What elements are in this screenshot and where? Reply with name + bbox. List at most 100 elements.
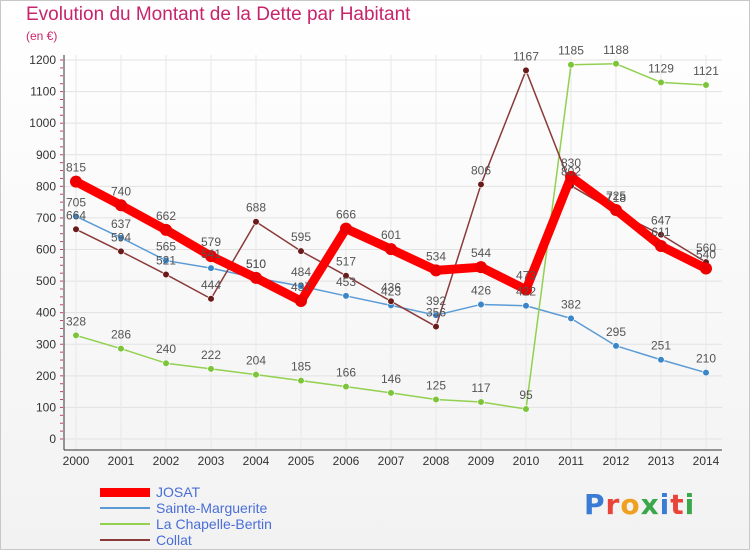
data-label-collat: 806 bbox=[471, 163, 491, 177]
data-point-la-chapelle-bertin bbox=[72, 331, 80, 340]
data-label-collat: 1167 bbox=[513, 49, 539, 63]
data-label-collat: 718 bbox=[606, 191, 626, 205]
data-point-sainte-marguerite bbox=[522, 302, 530, 310]
x-tick-label: 2009 bbox=[468, 454, 495, 468]
data-point-josat bbox=[70, 175, 82, 188]
data-label-sainte-marguerite: 422 bbox=[516, 285, 536, 299]
y-tick-label: 100 bbox=[36, 400, 56, 414]
data-label-sainte-marguerite: 453 bbox=[336, 275, 356, 289]
series-lines bbox=[70, 60, 712, 413]
data-label-la-chapelle-bertin: 125 bbox=[426, 379, 446, 393]
data-label-josat: 544 bbox=[471, 246, 491, 260]
data-label-la-chapelle-bertin: 1129 bbox=[648, 61, 674, 75]
y-tick-label: 300 bbox=[36, 337, 56, 351]
data-label-sainte-marguerite: 637 bbox=[111, 217, 131, 231]
data-point-la-chapelle-bertin bbox=[342, 382, 350, 391]
data-label-la-chapelle-bertin: 1121 bbox=[693, 64, 719, 78]
data-point-josat bbox=[700, 262, 712, 275]
data-label-collat: 517 bbox=[336, 255, 356, 269]
data-point-collat bbox=[657, 231, 665, 239]
data-point-la-chapelle-bertin bbox=[297, 376, 305, 385]
data-point-la-chapelle-bertin bbox=[522, 405, 530, 413]
data-label-la-chapelle-bertin: 286 bbox=[111, 328, 131, 342]
data-point-josat bbox=[115, 199, 127, 212]
chart-title: Evolution du Montant de la Dette par Hab… bbox=[26, 4, 411, 25]
x-tick-label: 2003 bbox=[198, 454, 225, 468]
y-tick-label: 1100 bbox=[30, 85, 56, 99]
data-label-josat: 579 bbox=[201, 235, 221, 249]
x-tick-label: 2002 bbox=[153, 454, 180, 468]
data-label-la-chapelle-bertin: 146 bbox=[381, 372, 401, 386]
data-point-josat bbox=[250, 271, 262, 284]
data-label-collat: 595 bbox=[291, 230, 311, 244]
data-label-sainte-marguerite: 382 bbox=[561, 297, 581, 311]
data-point-josat bbox=[610, 204, 622, 217]
data-point-sainte-marguerite bbox=[117, 234, 125, 242]
data-label-collat: 664 bbox=[66, 208, 86, 222]
data-label-josat: 830 bbox=[561, 156, 581, 170]
data-label-la-chapelle-bertin: 1188 bbox=[603, 43, 629, 57]
legend-label-collat: Collat bbox=[156, 532, 192, 548]
data-label-la-chapelle-bertin: 166 bbox=[336, 366, 356, 380]
data-label-sainte-marguerite: 392 bbox=[426, 294, 446, 308]
logo-letter: o bbox=[620, 488, 641, 521]
data-label-sainte-marguerite: 426 bbox=[471, 283, 491, 297]
data-point-collat bbox=[207, 295, 215, 303]
data-label-sainte-marguerite: 565 bbox=[156, 240, 176, 254]
data-point-sainte-marguerite bbox=[612, 342, 620, 350]
x-tick-label: 2013 bbox=[648, 454, 675, 468]
logo-letter: i bbox=[659, 488, 671, 521]
legend-label-la-chapelle-bertin: La Chapelle-Bertin bbox=[156, 516, 272, 532]
data-point-la-chapelle-bertin bbox=[612, 60, 620, 68]
data-label-la-chapelle-bertin: 204 bbox=[246, 354, 266, 368]
logo-letter: x bbox=[640, 488, 660, 521]
data-label-la-chapelle-bertin: 328 bbox=[66, 314, 86, 328]
data-point-sainte-marguerite bbox=[567, 314, 575, 322]
data-label-josat: 611 bbox=[651, 225, 670, 239]
data-point-josat bbox=[430, 264, 442, 277]
data-point-sainte-marguerite bbox=[207, 264, 215, 272]
y-tick-label: 600 bbox=[36, 243, 56, 257]
data-label-josat: 601 bbox=[381, 228, 401, 242]
y-tick-label: 200 bbox=[36, 369, 56, 383]
legend-swatch-josat bbox=[100, 488, 150, 497]
data-label-collat: 444 bbox=[201, 278, 221, 292]
logo-letter: r bbox=[605, 488, 621, 521]
data-point-la-chapelle-bertin bbox=[207, 365, 215, 373]
data-label-collat: 688 bbox=[246, 201, 266, 215]
data-label-la-chapelle-bertin: 222 bbox=[201, 348, 221, 362]
data-point-sainte-marguerite bbox=[342, 292, 350, 300]
data-point-collat bbox=[522, 66, 530, 75]
logo-letter: t bbox=[670, 488, 685, 521]
data-label-collat: 521 bbox=[156, 253, 176, 267]
data-point-la-chapelle-bertin bbox=[657, 78, 665, 87]
data-label-la-chapelle-bertin: 117 bbox=[471, 381, 490, 395]
data-label-josat: 666 bbox=[336, 208, 356, 222]
legend-swatch-la-chapelle-bertin bbox=[100, 523, 150, 525]
x-tick-label: 2012 bbox=[603, 454, 630, 468]
data-point-la-chapelle-bertin bbox=[387, 389, 395, 397]
y-tick-label: 900 bbox=[36, 148, 56, 162]
data-label-sainte-marguerite: 423 bbox=[381, 284, 401, 298]
data-point-sainte-marguerite bbox=[72, 212, 80, 220]
data-label-sainte-marguerite: 251 bbox=[651, 339, 671, 353]
y-tick-label: 700 bbox=[36, 211, 56, 225]
data-point-la-chapelle-bertin bbox=[702, 81, 710, 89]
x-tick-label: 2006 bbox=[333, 454, 360, 468]
data-label-la-chapelle-bertin: 240 bbox=[156, 342, 176, 356]
data-label-josat: 815 bbox=[66, 161, 86, 175]
data-point-la-chapelle-bertin bbox=[117, 345, 125, 353]
grid bbox=[64, 55, 722, 450]
x-tick-label: 2004 bbox=[243, 454, 270, 468]
data-label-josat: 510 bbox=[246, 257, 266, 271]
x-tick-label: 2000 bbox=[63, 454, 90, 468]
data-label-sainte-marguerite: 210 bbox=[696, 352, 716, 366]
data-label-la-chapelle-bertin: 95 bbox=[519, 388, 533, 402]
data-point-collat bbox=[252, 218, 260, 226]
data-point-sainte-marguerite bbox=[297, 282, 305, 290]
data-label-la-chapelle-bertin: 185 bbox=[291, 360, 311, 374]
legend-label-sainte-marguerite: Sainte-Marguerite bbox=[156, 500, 268, 516]
y-tick-label: 400 bbox=[36, 306, 56, 320]
y-tick-label: 1000 bbox=[29, 116, 56, 130]
